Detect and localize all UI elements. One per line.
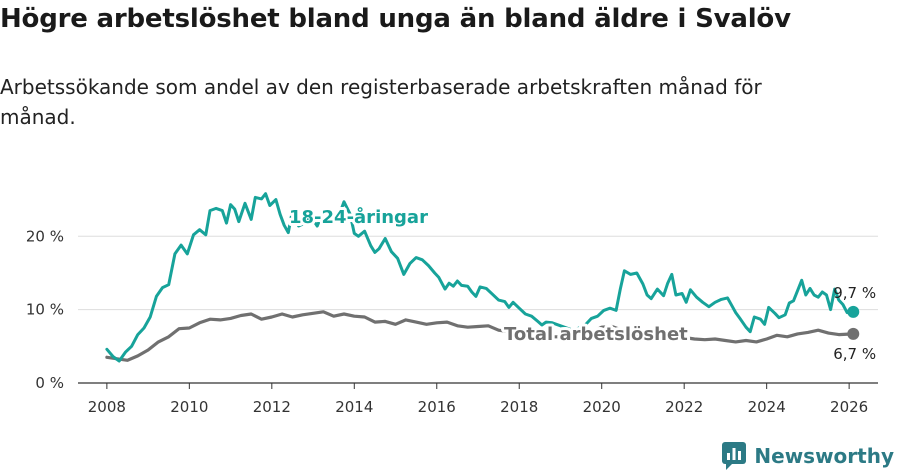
series-label-young: 18-24-åringar — [289, 206, 428, 228]
x-tick-label: 2010 — [170, 398, 208, 416]
newsworthy-logo-icon — [722, 442, 747, 470]
end-point-total — [847, 327, 860, 340]
end-label-young: 9,7 % — [833, 284, 876, 302]
y-tick-label: 20 % — [26, 227, 64, 245]
end-point-young — [847, 305, 860, 318]
x-tick-label: 2026 — [830, 398, 868, 416]
series-label-total: Total arbetslöshet — [504, 324, 688, 345]
x-tick-label: 2024 — [748, 398, 786, 416]
y-tick-label: 0 % — [35, 374, 64, 392]
brand-name: Newsworthy — [754, 444, 894, 468]
x-tick-label: 2018 — [500, 398, 538, 416]
x-tick-label: 2020 — [583, 398, 621, 416]
x-tick-label: 2016 — [418, 398, 456, 416]
series-line-total — [105, 310, 855, 362]
series-label-young-halo: 18-24-åringar — [289, 206, 428, 228]
y-tick-label: 10 % — [26, 301, 64, 319]
axes: 0 % 10 % 20 % 2008 2010 2012 2014 2016 2018 2020 2… — [26, 227, 878, 416]
x-tick-label: 2022 — [665, 398, 703, 416]
series-labels: 9,7 %6,7 %18-24-åringar18-24-åringarTota… — [286, 203, 876, 363]
chart-title: Högre arbetslöshet bland unga än bland ä… — [0, 4, 791, 34]
end-label-total: 6,7 % — [833, 345, 876, 363]
x-tick-label: 2014 — [335, 398, 373, 416]
gridlines — [78, 235, 878, 311]
series-line-young — [105, 192, 855, 363]
series-label-total-halo: Total arbetslöshet — [504, 324, 688, 345]
x-tick-label: 2008 — [88, 398, 126, 416]
series-lines — [105, 192, 860, 363]
chart-subtitle: Arbetssökande som andel av den registerb… — [0, 75, 762, 129]
brand: Newsworthy — [722, 442, 894, 470]
x-tick-label: 2012 — [253, 398, 291, 416]
